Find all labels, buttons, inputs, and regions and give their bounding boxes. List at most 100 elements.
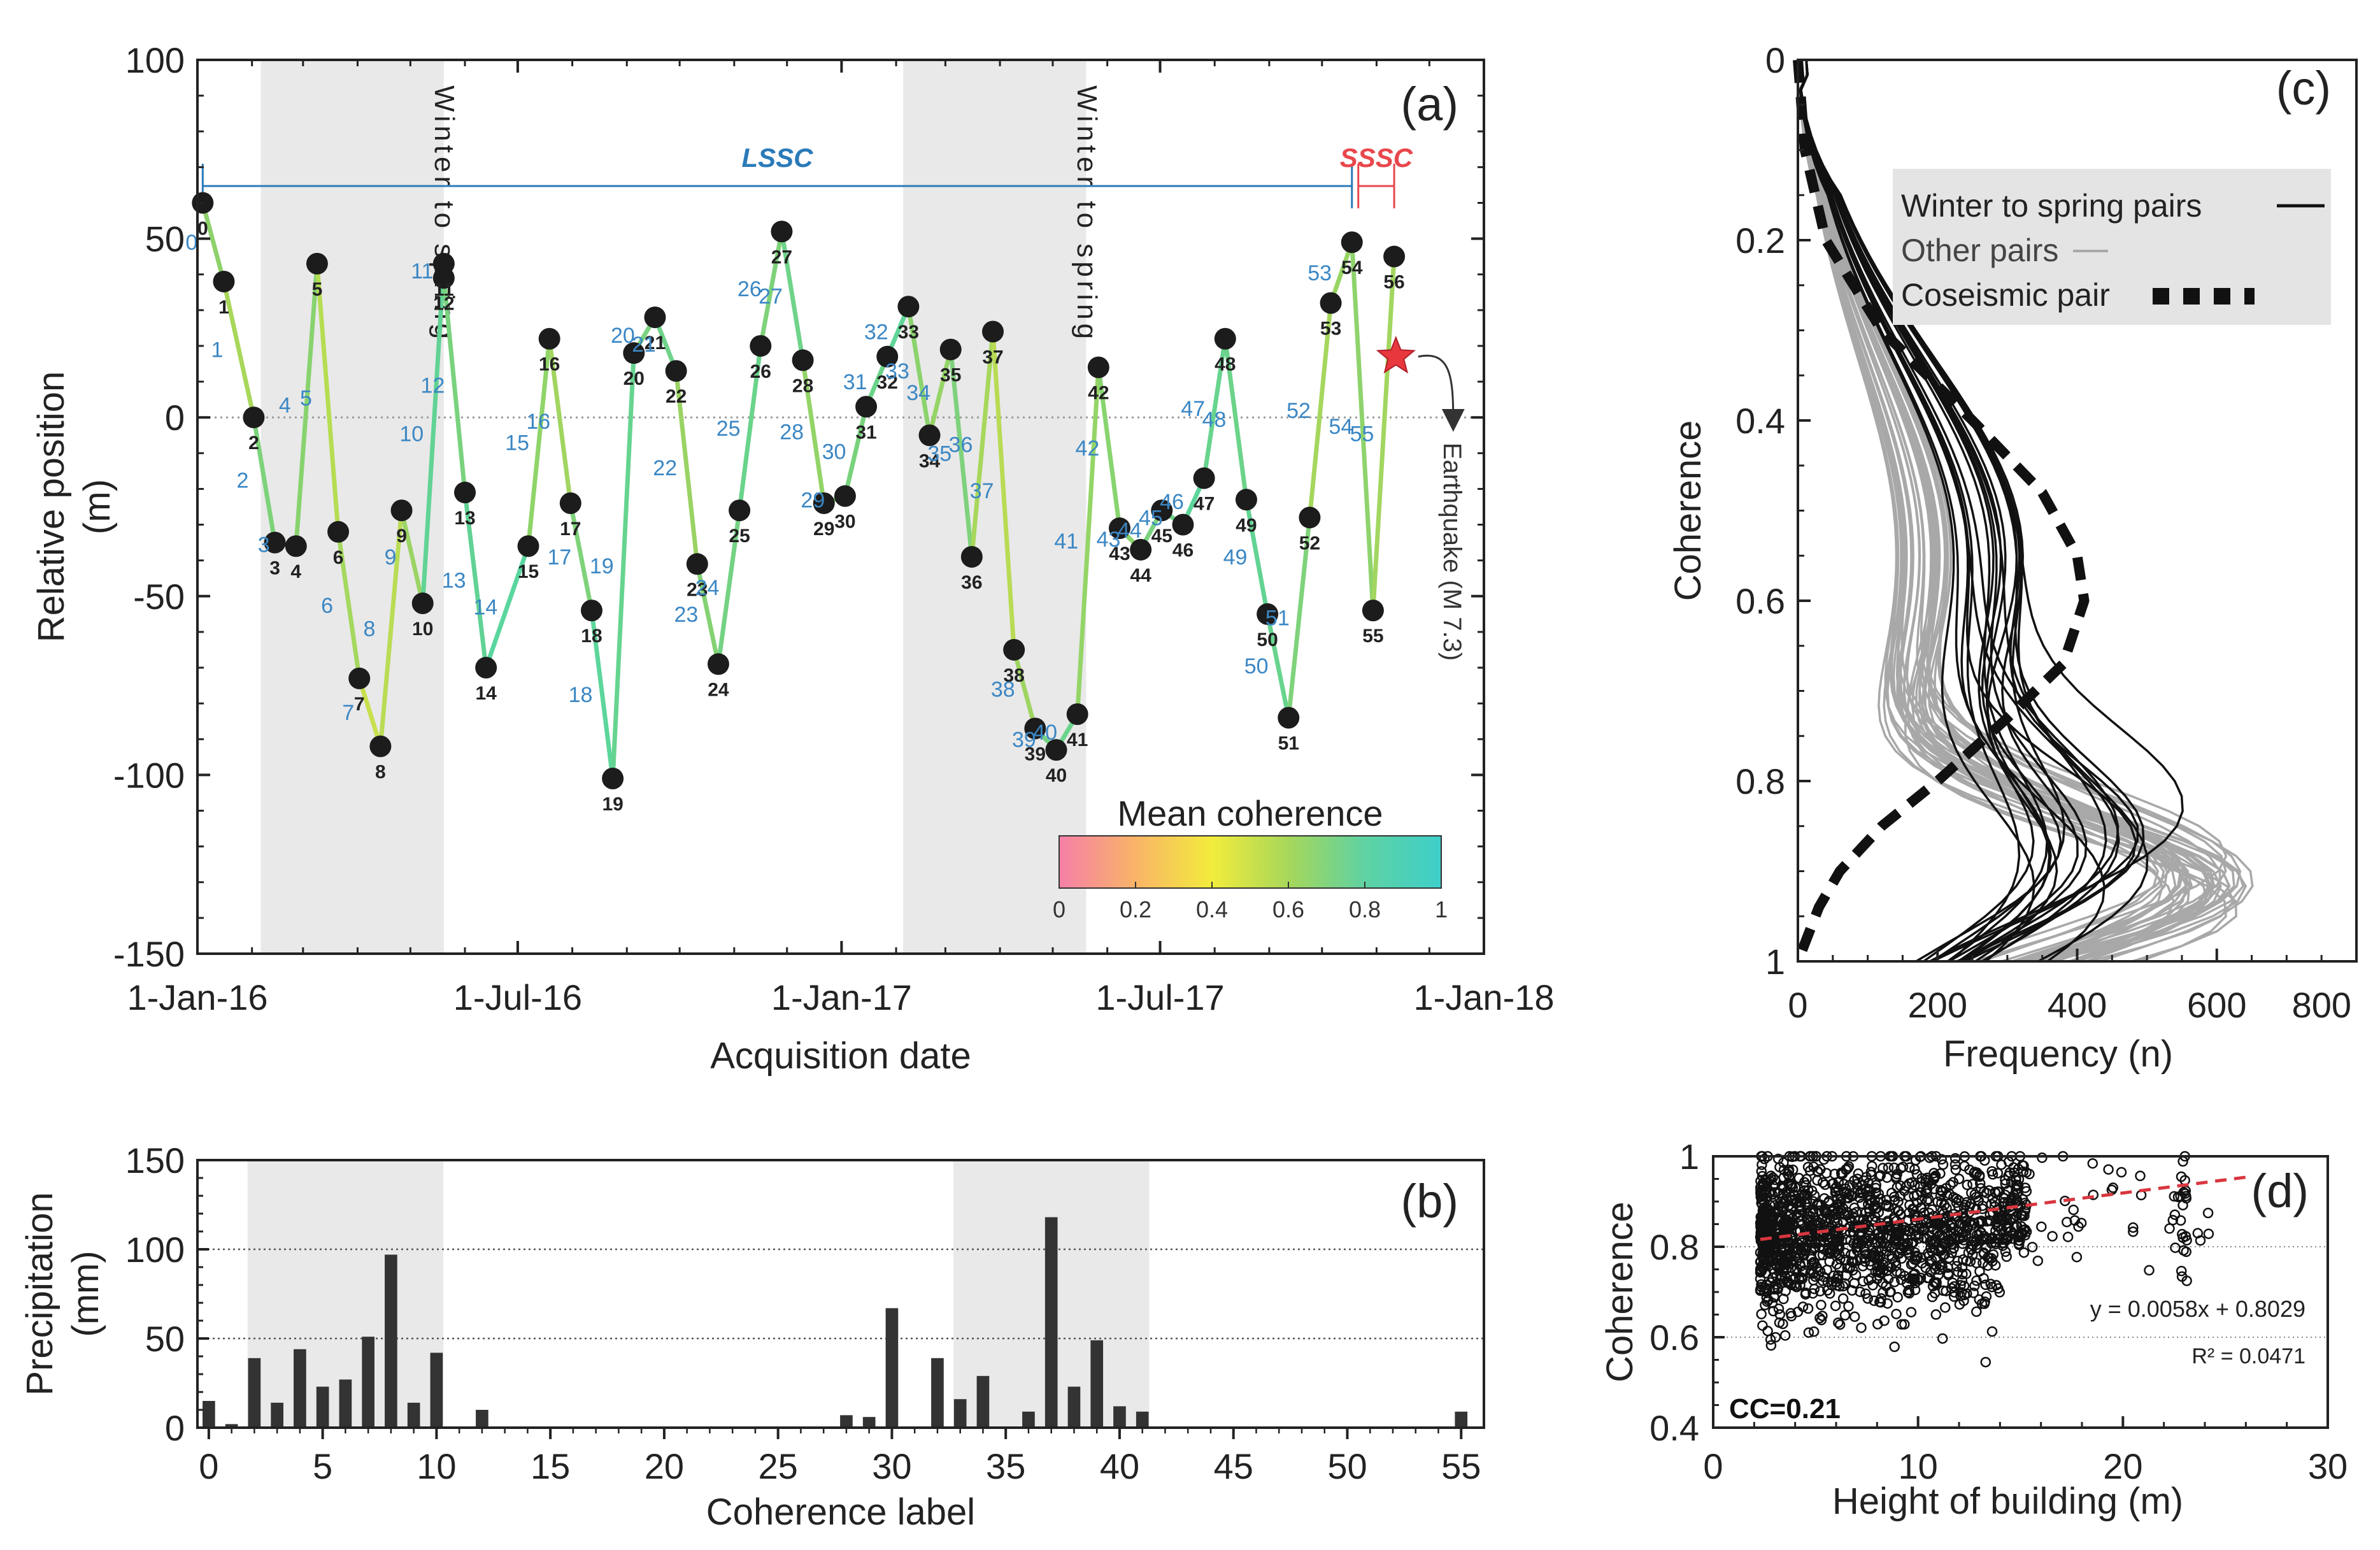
- scatter-point: [1858, 1236, 1869, 1247]
- scatter-point: [1814, 1312, 1825, 1324]
- point-label-35: 35: [940, 365, 961, 386]
- b-xtick-label-8: 40: [1100, 1446, 1139, 1486]
- b-xtick-label-3: 15: [531, 1446, 570, 1486]
- scatter-point: [1786, 1178, 1797, 1189]
- scatter-point: [2169, 1209, 2181, 1220]
- scatter-point: [1758, 1286, 1770, 1297]
- scatter-point: [2068, 1204, 2079, 1216]
- panel-b-text: (b) Coherence label Precipitation (mm): [19, 1175, 1458, 1533]
- scatter-point: [2202, 1207, 2214, 1219]
- panel-c-axes: 00.20.40.60.810 200 400 600 800: [1735, 40, 2358, 1025]
- scatter-point: [1864, 1185, 1875, 1196]
- c-xtick-label-2: 400: [2048, 985, 2107, 1025]
- segment-label-22: 22: [653, 456, 677, 480]
- scatter-point: [1878, 1224, 1889, 1235]
- winter-shade-0: [260, 60, 444, 954]
- scatter-point: [1778, 1202, 1789, 1214]
- winter-pair-curve-18: [1799, 59, 2145, 963]
- b-xtick-label-11: 55: [1441, 1446, 1481, 1486]
- scatter-point: [1878, 1163, 1888, 1173]
- point-label-28: 28: [792, 375, 813, 396]
- scatter-point: [2175, 1215, 2186, 1226]
- c-ytick-label-3: 0.6: [1735, 581, 1785, 621]
- scatter-point: [1922, 1272, 1933, 1284]
- scatter-point: [1927, 1291, 1938, 1303]
- point-47: [1193, 467, 1215, 489]
- earthquake-label: Earthquake (M 7.3): [1438, 443, 1466, 661]
- scatter-point: [2000, 1222, 2012, 1233]
- point-35: [939, 338, 962, 361]
- position-points: [192, 192, 1465, 790]
- scatter-point: [1902, 1287, 1914, 1298]
- scatter-point: [1881, 1281, 1892, 1291]
- colorbar-title: Mean coherence: [1117, 793, 1383, 833]
- scatter-point: [1807, 1207, 1819, 1219]
- point-20: [623, 342, 645, 364]
- segment-38: [1011, 647, 1037, 731]
- scatter-point: [1886, 1188, 1897, 1198]
- point-31: [855, 396, 878, 418]
- scatter-point: [1889, 1277, 1900, 1288]
- segment-label-31: 31: [843, 370, 867, 394]
- scatter-point: [2087, 1158, 2099, 1169]
- segment-50: [1265, 612, 1291, 721]
- point-56: [1383, 245, 1406, 268]
- scatter-point: [1944, 1237, 1955, 1248]
- c-ytick-label-5: 1: [1765, 942, 1785, 982]
- scatter-point: [1987, 1169, 1999, 1180]
- point-38: [1003, 638, 1025, 661]
- scatter-point: [1920, 1177, 1931, 1188]
- segment-label-53: 53: [1308, 261, 1332, 285]
- b-xtick-label-1: 5: [313, 1446, 332, 1486]
- scatter-point: [1996, 1159, 2007, 1170]
- regression-fit-line: [1760, 1175, 2246, 1241]
- b-xtick-label-6: 30: [872, 1446, 911, 1486]
- scatter-point: [2001, 1251, 2012, 1262]
- winter-pairs-curves: [1799, 59, 2184, 963]
- panel-c-ylabel: Coherence: [1667, 420, 1709, 601]
- scatter-point: [1954, 1231, 1965, 1243]
- scatter-point: [1815, 1235, 1827, 1247]
- panel-a-label: (a): [1401, 78, 1458, 131]
- scatter-point: [1755, 1263, 1766, 1275]
- panel-b-frame: [196, 1159, 1485, 1429]
- point-4: [285, 535, 307, 557]
- scatter-point: [1974, 1178, 1986, 1189]
- scatter-point: [1965, 1198, 1976, 1209]
- scatter-point: [1843, 1301, 1854, 1312]
- precip-gridlines: [197, 1248, 1484, 1340]
- scatter-point: [2016, 1221, 2027, 1232]
- panel-d-axes: 1 0.8 0.6 0.40 10 20 30: [1650, 1137, 2348, 1486]
- colorbar-tick-label-2: 0.4: [1196, 896, 1228, 922]
- point-2: [243, 406, 265, 429]
- scatter-point: [1981, 1216, 1993, 1227]
- segment-label-0: 0: [185, 231, 197, 255]
- colorbar-gradient: [1058, 835, 1442, 889]
- scatter-point: [1874, 1296, 1885, 1307]
- coseismic-pair-curve: [1793, 59, 2090, 963]
- point-label-19: 19: [602, 794, 623, 815]
- point-22: [665, 360, 687, 382]
- b-ytick-label-1: 100: [125, 1230, 185, 1270]
- point-label-47: 47: [1194, 494, 1215, 515]
- point-label-17: 17: [560, 519, 581, 540]
- panel-d-label: (d): [2251, 1165, 2309, 1217]
- point-43: [1108, 517, 1130, 540]
- panel-d-text: (d) y = 0.0058x + 0.8029 R² = 0.0471 CC=0.2…: [1599, 1165, 2309, 1522]
- scatter-point: [1802, 1303, 1814, 1314]
- point-label-27: 27: [771, 247, 792, 268]
- scatter-point: [1809, 1283, 1820, 1295]
- segment-54: [1350, 240, 1376, 613]
- scatter-point: [2181, 1193, 2192, 1204]
- point-label-1: 1: [218, 297, 229, 318]
- scatter-point: [1812, 1166, 1823, 1177]
- segment-label-21: 21: [632, 333, 656, 357]
- scatter-point: [1987, 1193, 1998, 1204]
- winter-spring-shading: Winter to spring Winter to spring: [260, 60, 1102, 954]
- scatter-point: [1945, 1179, 1956, 1191]
- scatter-point: [1756, 1223, 1767, 1234]
- segment-9: [399, 508, 425, 606]
- segment-label-27: 27: [759, 284, 783, 308]
- scatter-point: [1772, 1153, 1784, 1165]
- segment-6: [336, 529, 362, 681]
